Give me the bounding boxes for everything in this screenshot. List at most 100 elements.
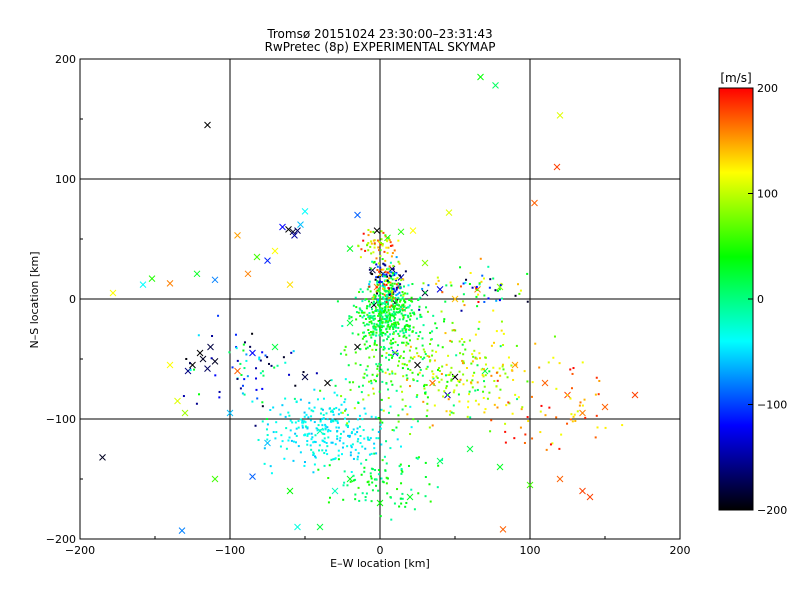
data-point-dot — [392, 315, 395, 318]
data-point-dot — [352, 474, 355, 477]
data-point-dot — [346, 422, 349, 425]
data-point-dot — [513, 437, 516, 440]
data-point-dot — [392, 305, 395, 308]
data-point-dot — [303, 415, 306, 418]
data-point-dot — [400, 472, 403, 475]
data-point-dot — [498, 396, 501, 399]
data-point-dot — [382, 345, 385, 348]
data-point-dot — [475, 357, 478, 360]
data-point-dot — [312, 471, 315, 474]
data-point-dot — [400, 312, 403, 315]
data-point-dot — [395, 294, 398, 297]
data-point-x — [541, 379, 549, 387]
data-point-dot — [325, 441, 328, 444]
data-point-dot — [483, 411, 486, 414]
data-point-dot — [242, 349, 245, 352]
y-tick-label: 100 — [55, 173, 76, 186]
data-point-dot — [549, 443, 552, 446]
data-point-dot — [376, 280, 379, 283]
y-axis-label: N–S location [km] — [28, 251, 41, 348]
data-point-dot — [295, 427, 298, 430]
data-point-x — [109, 289, 117, 297]
data-point-dot — [346, 413, 349, 416]
data-point-dot — [398, 304, 401, 307]
data-point-dot — [447, 393, 450, 396]
data-point-dot — [287, 411, 290, 414]
data-point-dot — [359, 256, 362, 259]
data-point-dot — [339, 352, 342, 355]
data-point-dot — [437, 279, 440, 282]
data-point-dot — [524, 433, 527, 436]
data-point-dot — [386, 240, 389, 243]
data-point-dot — [350, 431, 353, 434]
data-point-dot — [299, 398, 302, 401]
data-point-dot — [352, 479, 355, 482]
data-point-dot — [416, 338, 419, 341]
x-tick-label: −200 — [65, 544, 95, 557]
data-point-dot — [374, 278, 377, 281]
data-point-dot — [380, 314, 383, 317]
data-point-dot — [410, 488, 413, 491]
data-point-dot — [242, 343, 245, 346]
data-point-dot — [377, 320, 380, 323]
data-point-dot — [294, 384, 297, 387]
data-point-x — [294, 227, 301, 234]
data-point-dot — [493, 341, 496, 344]
data-point-dot — [193, 368, 196, 371]
data-point-dot — [498, 367, 501, 370]
data-point-dot — [390, 271, 393, 274]
data-point-dot — [530, 395, 533, 398]
data-point-dot — [369, 475, 372, 478]
data-point-dot — [351, 332, 354, 335]
data-point-dot — [379, 273, 382, 276]
data-point-dot — [386, 477, 389, 480]
data-point-dot — [402, 298, 405, 301]
data-point-dot — [366, 288, 369, 291]
data-point-dot — [410, 296, 413, 299]
data-point-x — [301, 373, 309, 381]
data-point-dot — [289, 419, 292, 422]
data-point-dot — [382, 302, 385, 305]
data-point-dot — [397, 282, 400, 285]
data-point-dot — [545, 448, 548, 451]
data-point-dot — [421, 374, 424, 377]
data-point-dot — [514, 393, 517, 396]
data-point-dot — [376, 281, 379, 284]
data-point-x — [249, 349, 256, 357]
data-point-dot — [385, 283, 388, 286]
data-point-dot — [272, 406, 275, 409]
data-point-dot — [484, 408, 487, 411]
data-point-dot — [595, 414, 598, 417]
data-point-x — [346, 245, 354, 252]
data-point-dot — [436, 377, 439, 380]
data-point-dot — [514, 294, 517, 297]
data-point-dot — [466, 415, 469, 418]
data-point-dot — [387, 353, 390, 356]
data-point-dot — [241, 392, 244, 395]
data-point-dot — [337, 426, 340, 429]
data-point-dot — [431, 370, 434, 373]
data-point-dot — [474, 399, 477, 402]
data-point-dot — [384, 306, 387, 309]
data-point-dot — [450, 378, 453, 381]
data-point-dot — [384, 309, 387, 312]
data-point-dot — [346, 426, 349, 429]
data-point-dot — [376, 303, 379, 306]
data-point-dot — [382, 310, 385, 313]
data-point-dot — [380, 319, 383, 322]
data-point-dot — [383, 286, 386, 289]
data-point-dot — [410, 309, 413, 312]
data-point-dot — [322, 428, 325, 431]
data-point-dot — [359, 314, 362, 317]
data-point-dot — [523, 441, 526, 444]
data-point-dot — [406, 323, 409, 326]
data-point-dot — [380, 241, 383, 244]
data-point-dot — [228, 351, 231, 354]
data-point-dot — [360, 310, 363, 313]
data-point-dot — [423, 387, 426, 390]
data-point-dot — [350, 446, 353, 449]
data-point-dot — [385, 315, 388, 318]
data-point-dot — [361, 492, 364, 495]
data-point-x — [553, 163, 561, 171]
data-point-dot — [478, 283, 481, 286]
